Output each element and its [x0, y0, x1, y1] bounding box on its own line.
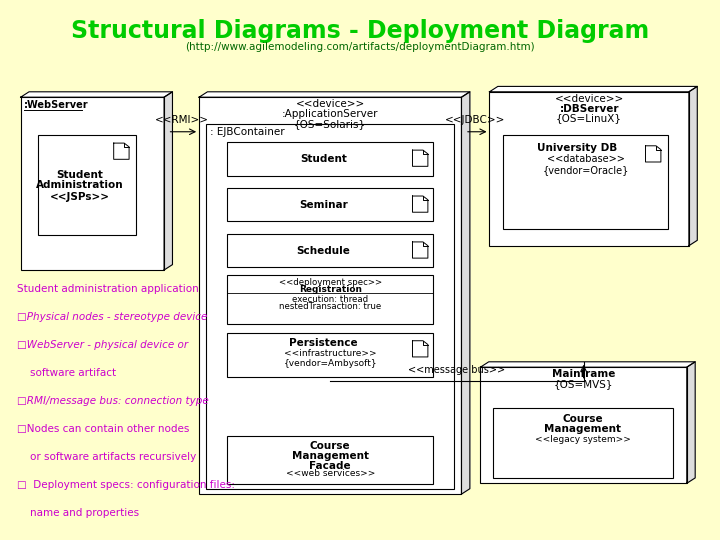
Text: {vendor=Ambysoft}: {vendor=Ambysoft}: [284, 359, 377, 368]
Polygon shape: [413, 150, 428, 166]
Text: :WebServer: :WebServer: [24, 100, 89, 111]
Polygon shape: [480, 362, 696, 367]
Text: <<RMI>>: <<RMI>>: [155, 115, 209, 125]
Text: Facade: Facade: [310, 461, 351, 471]
Text: <<database>>: <<database>>: [546, 154, 625, 165]
Polygon shape: [413, 196, 428, 212]
Text: □Physical nodes - stereotype device: □Physical nodes - stereotype device: [17, 312, 207, 322]
Bar: [227, 234, 433, 267]
Text: nestedTransaction: true: nestedTransaction: true: [279, 302, 382, 312]
Text: <<JDBC>>: <<JDBC>>: [445, 115, 505, 125]
Bar: [227, 436, 433, 484]
Text: Structural Diagrams - Deployment Diagram: Structural Diagrams - Deployment Diagram: [71, 19, 649, 43]
Bar: [38, 135, 136, 235]
Polygon shape: [164, 92, 173, 270]
Text: Management: Management: [544, 424, 621, 434]
Text: :DBServer: :DBServer: [559, 104, 619, 114]
Text: software artifact: software artifact: [17, 368, 116, 378]
Text: □WebServer - physical device or: □WebServer - physical device or: [17, 340, 188, 350]
Text: □Nodes can contain other nodes: □Nodes can contain other nodes: [17, 424, 189, 434]
Bar: [206, 124, 454, 489]
Polygon shape: [462, 92, 470, 494]
Bar: [480, 367, 687, 483]
Text: {vendor=Oracle}: {vendor=Oracle}: [542, 165, 629, 175]
Text: {OS=MVS}: {OS=MVS}: [554, 379, 613, 389]
Text: <<deployment spec>>: <<deployment spec>>: [279, 278, 382, 287]
Text: Management: Management: [292, 451, 369, 461]
Text: Seminar: Seminar: [299, 200, 348, 210]
Bar: [199, 97, 462, 494]
Text: Course: Course: [310, 441, 351, 451]
Bar: [493, 408, 672, 478]
Bar: [227, 142, 433, 176]
Bar: [227, 275, 433, 324]
Text: {OS=Solaris}: {OS=Solaris}: [294, 119, 366, 129]
Text: (http://www.agilemodeling.com/artifacts/deploymentDiagram.htm): (http://www.agilemodeling.com/artifacts/…: [185, 42, 535, 52]
Polygon shape: [413, 341, 428, 357]
Text: Mainframe: Mainframe: [552, 369, 616, 380]
Text: □RMI/message bus: connection type: □RMI/message bus: connection type: [17, 396, 209, 406]
Text: Student administration application: Student administration application: [17, 284, 199, 294]
Polygon shape: [689, 86, 697, 246]
Text: <<device>>: <<device>>: [296, 99, 365, 110]
Bar: [503, 135, 668, 230]
Text: Schedule: Schedule: [297, 246, 350, 255]
Bar: [227, 188, 433, 221]
Polygon shape: [490, 86, 697, 92]
Bar: [490, 92, 689, 246]
Text: <<legacy system>>: <<legacy system>>: [535, 435, 631, 444]
Text: or software artifacts recursively: or software artifacts recursively: [17, 452, 197, 462]
Text: Persistence: Persistence: [289, 338, 358, 348]
Text: <<infrastructure>>: <<infrastructure>>: [284, 349, 377, 358]
Text: <<message bus>>: <<message bus>>: [408, 365, 505, 375]
Polygon shape: [687, 362, 696, 483]
Polygon shape: [21, 92, 173, 97]
Text: name and properties: name and properties: [17, 508, 139, 518]
Polygon shape: [114, 143, 129, 159]
Bar: [227, 333, 433, 377]
Text: execution: thread: execution: thread: [292, 295, 369, 304]
Bar: [21, 97, 164, 270]
Text: <<web services>>: <<web services>>: [286, 469, 375, 478]
Text: :ApplicationServer: :ApplicationServer: [282, 109, 379, 119]
Text: Administration: Administration: [36, 180, 124, 190]
Text: Registration: Registration: [299, 285, 361, 294]
Text: <<JSPs>>: <<JSPs>>: [50, 192, 110, 202]
Text: : EJBContainer: : EJBContainer: [210, 127, 284, 138]
Polygon shape: [413, 242, 428, 258]
Text: Student: Student: [300, 154, 347, 164]
Text: Student: Student: [57, 170, 104, 180]
Text: University DB: University DB: [537, 143, 617, 153]
Polygon shape: [646, 146, 661, 162]
Text: {OS=LinuX}: {OS=LinuX}: [556, 113, 622, 124]
Polygon shape: [199, 92, 470, 97]
Text: Course: Course: [562, 414, 603, 424]
Text: <<device>>: <<device>>: [554, 94, 624, 104]
Text: □  Deployment specs: configuration files:: □ Deployment specs: configuration files:: [17, 480, 235, 490]
